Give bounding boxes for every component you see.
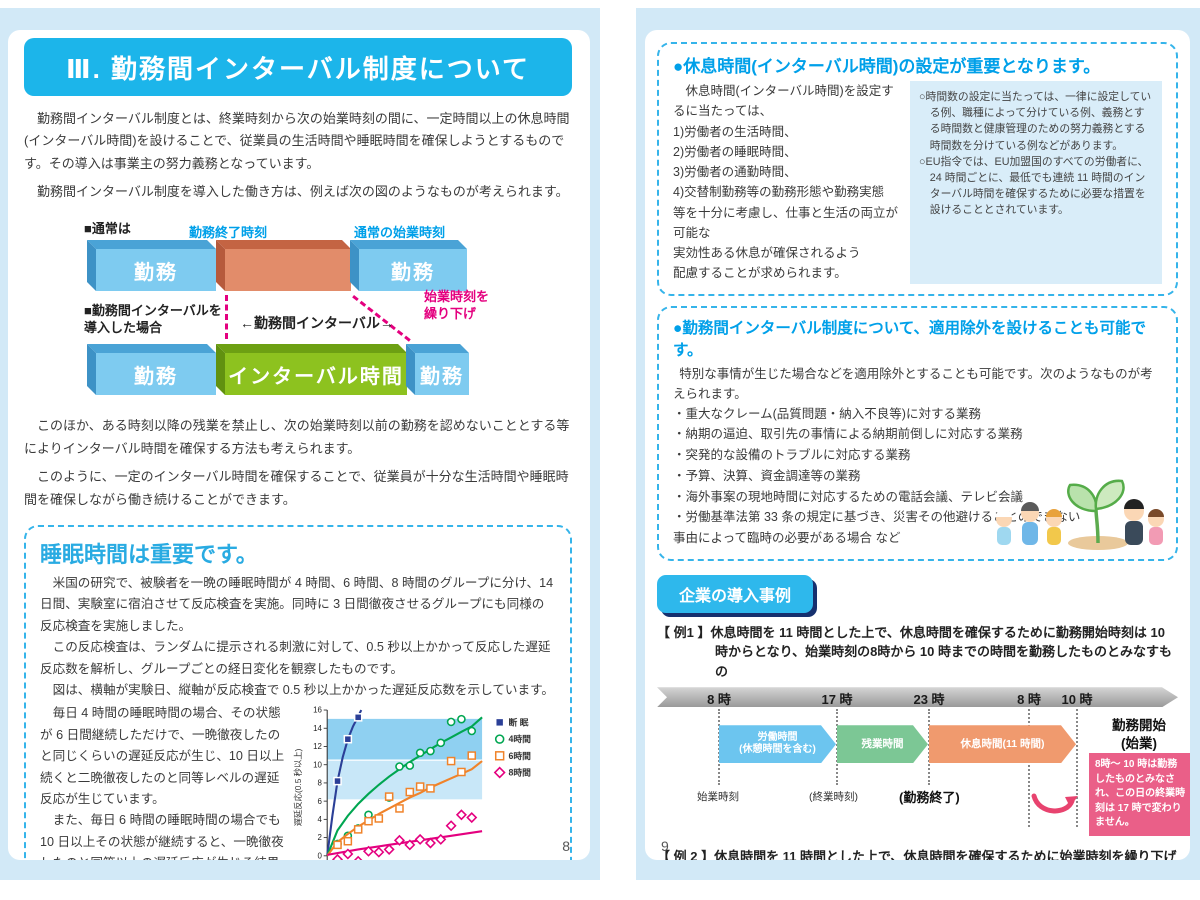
interval-start-dashed-line	[225, 295, 228, 340]
time-label: 8 時	[1017, 692, 1041, 708]
end-time-label: (終業時刻)	[809, 791, 858, 804]
svg-text:6: 6	[318, 797, 323, 806]
page-8-content: Ⅲ. 勤務間インターバル制度について 勤務間インターバル制度とは、終業時刻から次…	[8, 30, 590, 860]
svg-text:0: 0	[318, 852, 323, 860]
time-label: 8 時	[707, 692, 731, 708]
no-interval-block	[225, 249, 351, 292]
exemption-intro: 特別な事情が生じた場合などを適用除外とすることも可能です。次のようなものが考えら…	[673, 366, 1153, 401]
exemption-list: ・重大なクレーム(品質問題・納入不良等)に対する業務 ・納期の逼迫、取引先の事情…	[673, 404, 1162, 549]
page-title: Ⅲ. 勤務間インターバル制度について	[24, 38, 572, 96]
rest-time-box: ●休息時間(インターバル時間)の設定が重要となります。 休息時間(インターバル時…	[657, 42, 1178, 296]
sleep-paragraph: 米国の研究で、被験者を一晩の睡眠時間が 4 時間、6 時間、8 時間のグループに…	[40, 575, 554, 633]
sleep-text-column: 毎日 4 時間の睡眠時間の場合、その状態が 6 日間継続しただけで、一晩徹夜した…	[40, 703, 286, 860]
svg-text:8時間: 8時間	[508, 767, 531, 778]
work-time-arrow: 労働時間 (休憩時間を含む)	[719, 725, 836, 763]
sleep-paragraph: 図は、横軸が実験日、縦軸が反応検査で 0.5 秒以上かかった遅延反応数を示してい…	[52, 682, 555, 697]
svg-text:14: 14	[313, 724, 322, 733]
exemption-item: ・納期の逼迫、取引先の事情による納期前倒しに対応する業務	[673, 427, 1023, 442]
svg-text:4: 4	[318, 815, 323, 824]
svg-text:12: 12	[313, 742, 322, 751]
timeline-gridline	[1028, 709, 1030, 828]
timeline-gridline	[1076, 709, 1078, 828]
sleep-paragraph: この反応検査は、ランダムに提示される刺激に対して、0.5 秒以上かかって反応した…	[40, 640, 551, 676]
diagram-endtime-label: 勤務終了時刻	[189, 225, 268, 241]
svg-text:4時間: 4時間	[508, 733, 531, 744]
side-note-box: ○時間数の設定に当たっては、一律に設定している例、職種によって分けている例、義務…	[910, 81, 1162, 284]
page-number: 9	[661, 838, 669, 854]
sleep-chart: 0246810121416BL2468101214断 眠4時間6時間8時間遅延反…	[292, 703, 556, 860]
diagram-starttime-label: 通常の始業時刻	[354, 225, 446, 241]
sleep-paragraph: また、毎日 6 時間の睡眠時間の場合でも 10 日以上その状態が継続すると、一晩…	[40, 813, 284, 860]
page-9-content: ●休息時間(インターバル時間)の設定が重要となります。 休息時間(インターバル時…	[645, 30, 1190, 860]
after-diagram-paragraph: このほか、ある時刻以降の残業を禁止し、次の始業時刻以前の勤務を認めないこととする…	[24, 418, 570, 456]
page-9: ●休息時間(インターバル時間)の設定が重要となります。 休息時間(インターバル時…	[636, 8, 1200, 880]
diagram-interval-case-label: ■勤務間インターバルを 導入した場合	[84, 303, 222, 336]
svg-text:16: 16	[313, 706, 322, 715]
after-diagram-paragraph: このように、一定のインターバル時間を確保することで、従業員が十分な生活時間や睡眠…	[24, 469, 569, 507]
postpone-arrow-icon	[1031, 793, 1078, 814]
shift-note: 始業時刻を 繰り下げ	[424, 289, 490, 322]
example1-timeline: 8 時 17 時 23 時 8 時 10 時 労働時間 (休憩時間を含む) 残業…	[657, 687, 1190, 837]
svg-text:10: 10	[313, 761, 322, 770]
exemption-box-title: ●勤務間インターバル制度について、適用除外を設けることも可能です。	[673, 319, 1146, 359]
rest-time-body: 休息時間(インターバル時間)を設定するに当たっては、 1)労働者の生活時間、 2…	[673, 84, 899, 281]
side-note: ○時間数の設定に当たっては、一律に設定している例、職種によって分けている例、義務…	[919, 91, 1152, 152]
work-end-label: (勤務終了)	[899, 790, 960, 806]
example1-heading: 【 例1 】休息時間を 11 時間とした上で、休息時間を確保するために勤務開始時…	[657, 624, 1173, 679]
interval-block: インターバル時間	[225, 353, 407, 396]
time-label: 23 時	[913, 692, 945, 708]
work-block: 勤務	[96, 353, 216, 396]
sleep-paragraph: 毎日 4 時間の睡眠時間の場合、その状態が 6 日間継続しただけで、一晩徹夜した…	[40, 706, 285, 806]
page-8: Ⅲ. 勤務間インターバル制度について 勤務間インターバル制度とは、終業時刻から次…	[0, 8, 600, 880]
exemption-box: ●勤務間インターバル制度について、適用除外を設けることも可能です。 特別な事情が…	[657, 305, 1178, 561]
start-time-label: 始業時刻	[697, 791, 739, 804]
page-title-text: Ⅲ. 勤務間インターバル制度について	[66, 53, 530, 84]
svg-text:遅延反応(0.5 秒以上): 遅延反応(0.5 秒以上)	[293, 749, 303, 827]
interval-span-label: ←勤務間インターバル→	[240, 315, 394, 332]
work-block: 勤務	[96, 249, 216, 292]
rest-time-box-title: ●休息時間(インターバル時間)の設定が重要となります。	[673, 57, 1101, 76]
intro-paragraph: 勤務間インターバル制度とは、終業時刻から次の始業時刻の間に、一定時間以上の休息時…	[24, 111, 570, 171]
overtime-arrow: 残業時間	[837, 725, 928, 763]
page-number: 8	[562, 838, 570, 854]
interval-diagram: ■通常は 勤務終了時刻 通常の始業時刻 勤務 勤務 始業時刻を 繰り下げ ■勤務…	[24, 219, 572, 401]
sleep-chart-column: 0246810121416BL2468101214断 眠4時間6時間8時間遅延反…	[286, 703, 556, 860]
svg-text:8: 8	[318, 779, 323, 788]
sleep-box: 睡眠時間は重要です。 米国の研究で、被験者を一晩の睡眠時間が 4 時間、6 時間…	[24, 524, 572, 860]
example2-heading: 【 例 2 】休息時間を 11 時間とした上で、休息時間を確保するために始業時刻…	[657, 849, 1177, 860]
intro-paragraph: 勤務間インターバル制度を導入した働き方は、例えば次の図のようなものが考えられます…	[37, 184, 569, 200]
exemption-item: ・予算、決算、資金調達等の業務	[673, 468, 861, 483]
svg-text:6時間: 6時間	[508, 750, 531, 761]
diagram-normal-label: ■通常は	[84, 221, 131, 237]
case-examples-badge: 企業の導入事例	[657, 574, 814, 613]
example1-note: 8時〜 10 時は勤務したものとみなされ、この日の終業時刻は 17 時で変わりま…	[1089, 753, 1190, 836]
sleep-box-title: 睡眠時間は重要です。	[40, 541, 258, 567]
svg-text:2: 2	[318, 834, 322, 843]
work-start-label: 勤務開始 (始業)	[1112, 718, 1166, 752]
exemption-item: ・突発的な設備のトラブルに対応する業務	[673, 448, 911, 462]
people-illustration	[996, 479, 1164, 550]
exemption-item: ・重大なクレーム(品質問題・納入不良等)に対する業務	[673, 406, 981, 421]
svg-text:断 眠: 断 眠	[508, 717, 528, 728]
side-note: ○EU指令では、EU加盟国のすべての労働者に、24 時間ごとに、最低でも連続 1…	[919, 155, 1149, 217]
work-block: 勤務	[359, 249, 467, 292]
timeline-bar	[657, 687, 1178, 707]
exemption-item: ・海外事案の現地時間に対応するための電話会議、テレビ会議	[673, 489, 1024, 504]
work-block: 勤務	[415, 353, 469, 396]
rest-time-arrow: 休息時間(11 時間)	[929, 725, 1076, 763]
time-label: 17 時	[821, 692, 853, 708]
time-label: 10 時	[1061, 692, 1093, 708]
